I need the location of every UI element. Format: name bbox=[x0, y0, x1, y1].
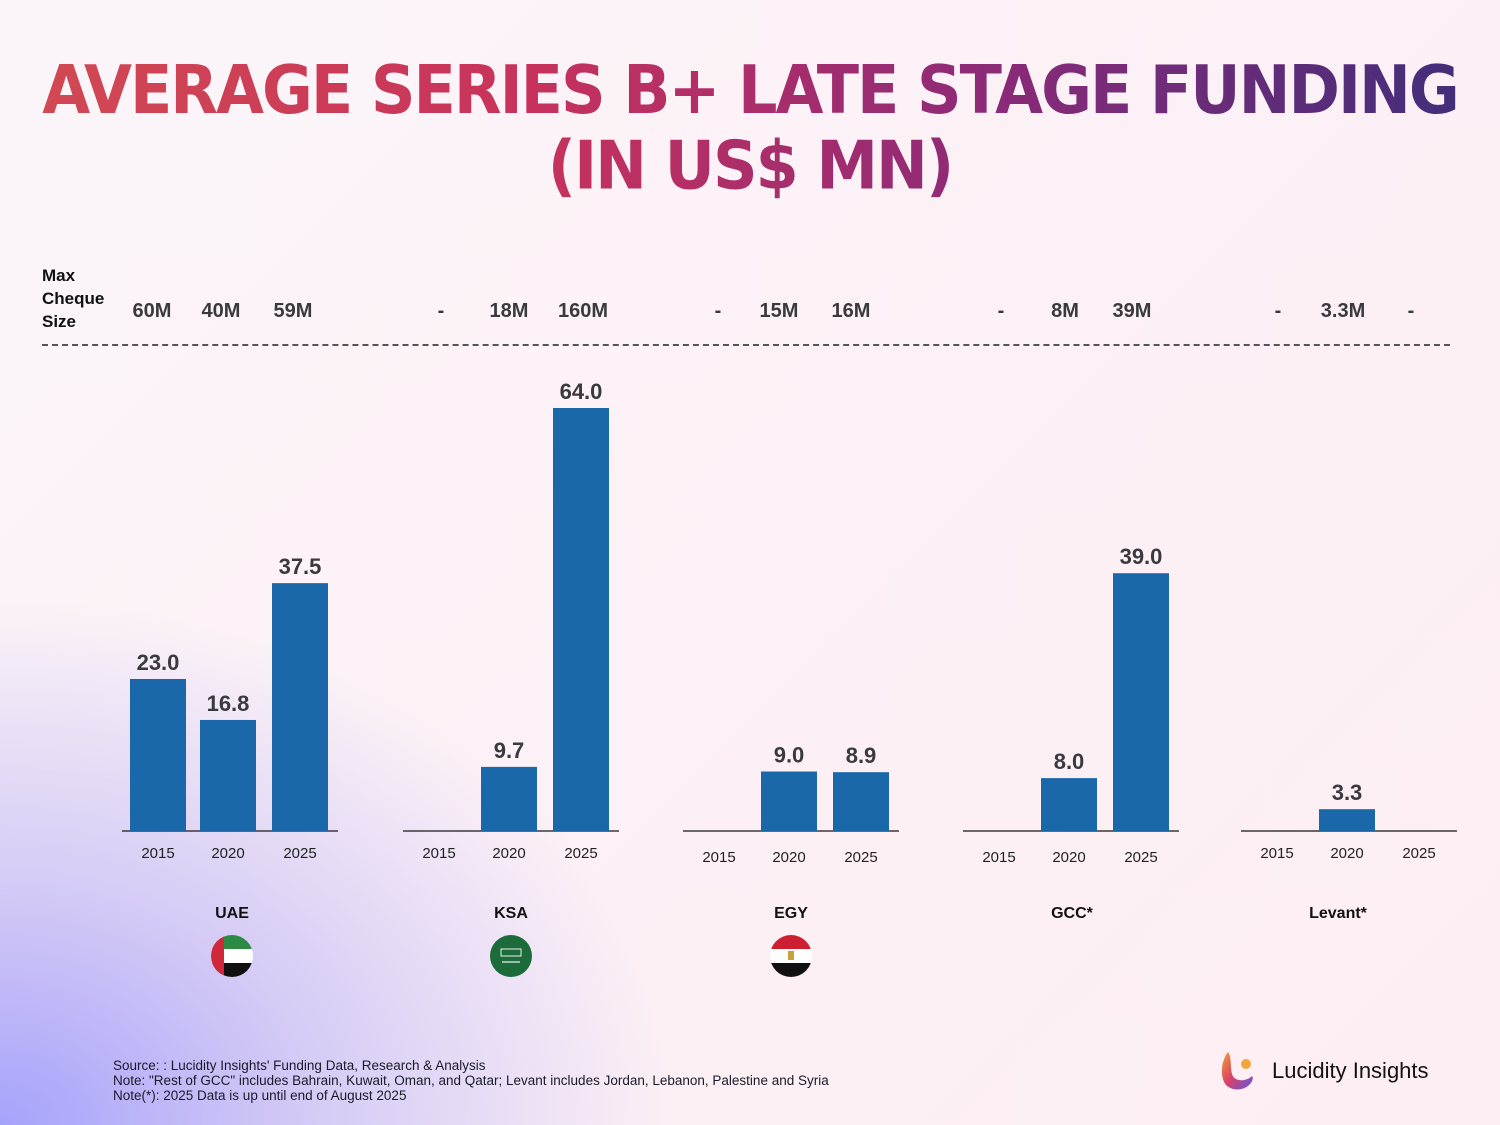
cheque-value: 15M bbox=[759, 300, 799, 322]
region-label: GCC* bbox=[1051, 905, 1093, 922]
bar-group-levant: 2015 3.3 2020 2025 bbox=[1241, 780, 1457, 862]
region-label: KSA bbox=[494, 905, 528, 922]
data-label: 23.0 bbox=[137, 650, 180, 675]
x-tick-label: 2015 bbox=[141, 845, 174, 862]
dashed-divider bbox=[42, 344, 1450, 346]
bar bbox=[833, 772, 889, 831]
max-cheque-size-label: Max Cheque Size bbox=[42, 266, 105, 331]
bar bbox=[1319, 809, 1375, 831]
x-tick-label: 2015 bbox=[982, 849, 1015, 866]
bar-group-ksa: 2015 9.7 2020 64.0 2025 bbox=[403, 379, 619, 862]
x-tick-label: 2020 bbox=[1052, 849, 1085, 866]
x-tick-label: 2020 bbox=[772, 849, 805, 866]
bar bbox=[553, 408, 609, 831]
egypt-flag-icon bbox=[770, 935, 812, 977]
data-label: 3.3 bbox=[1332, 780, 1363, 805]
x-tick-label: 2025 bbox=[1402, 845, 1435, 862]
x-tick-label: 2015 bbox=[702, 849, 735, 866]
data-label: 9.0 bbox=[774, 743, 805, 768]
bar bbox=[1113, 573, 1169, 831]
cheque-value: - bbox=[1274, 300, 1282, 322]
cheque-value: 3.3M bbox=[1320, 300, 1366, 322]
x-tick-label: 2025 bbox=[1124, 849, 1157, 866]
x-tick-label: 2025 bbox=[283, 845, 316, 862]
bar bbox=[200, 719, 256, 831]
x-tick-label: 2020 bbox=[1330, 845, 1363, 862]
data-label: 16.8 bbox=[207, 691, 250, 716]
x-tick-label: 2020 bbox=[492, 845, 525, 862]
region-label: Levant* bbox=[1309, 905, 1367, 922]
saudi-flag-icon bbox=[490, 935, 532, 977]
lucidity-logo-icon bbox=[1221, 1052, 1253, 1090]
cheque-value: - bbox=[714, 300, 722, 322]
cheque-value: 16M bbox=[831, 300, 871, 322]
data-label: 8.9 bbox=[846, 743, 877, 768]
cheque-value: 40M bbox=[201, 300, 241, 322]
x-tick-label: 2015 bbox=[1260, 845, 1293, 862]
cheque-value: 39M bbox=[1112, 300, 1152, 322]
cheque-value: 60M bbox=[132, 300, 172, 322]
date-note: Note(*): 2025 Data is up until end of Au… bbox=[113, 1088, 407, 1103]
bar-group-gcc: 2015 8.0 2020 39.0 2025 bbox=[963, 544, 1179, 866]
uae-flag-icon bbox=[211, 935, 253, 977]
data-label: 39.0 bbox=[1120, 544, 1163, 569]
footer-notes: Source: : Lucidity Insights' Funding Dat… bbox=[113, 1058, 829, 1103]
data-label: 64.0 bbox=[560, 379, 603, 404]
data-label: 8.0 bbox=[1054, 749, 1085, 774]
gcc-levant-note: Note: "Rest of GCC" includes Bahrain, Ku… bbox=[113, 1073, 829, 1088]
bar bbox=[272, 583, 328, 831]
cheque-value: 160M bbox=[557, 300, 609, 322]
bar bbox=[761, 771, 817, 831]
x-tick-label: 2020 bbox=[211, 845, 244, 862]
region-label: EGY bbox=[774, 905, 808, 922]
x-tick-label: 2025 bbox=[844, 849, 877, 866]
data-label: 37.5 bbox=[279, 554, 322, 579]
cheque-value: 8M bbox=[1051, 300, 1079, 322]
bar-group-uae: 23.0 2015 16.8 2020 37.5 2025 bbox=[122, 554, 338, 862]
brand-logo: Lucidity Insights bbox=[1218, 1050, 1429, 1092]
x-tick-label: 2025 bbox=[564, 845, 597, 862]
region-label: UAE bbox=[215, 905, 249, 922]
cheque-value: - bbox=[1407, 300, 1415, 322]
cheque-value: - bbox=[997, 300, 1005, 322]
cheque-value: 18M bbox=[489, 300, 529, 322]
bar-group-egy: 2015 9.0 2020 8.9 2025 bbox=[683, 743, 899, 866]
cheque-value: 59M bbox=[273, 300, 313, 322]
x-tick-label: 2015 bbox=[422, 845, 455, 862]
bar bbox=[130, 678, 186, 831]
cheque-value: - bbox=[437, 300, 445, 322]
bar bbox=[481, 766, 537, 831]
source-note: Source: : Lucidity Insights' Funding Dat… bbox=[113, 1058, 486, 1073]
brand-name: Lucidity Insights bbox=[1272, 1058, 1429, 1083]
bar bbox=[1041, 778, 1097, 831]
data-label: 9.7 bbox=[494, 738, 525, 763]
